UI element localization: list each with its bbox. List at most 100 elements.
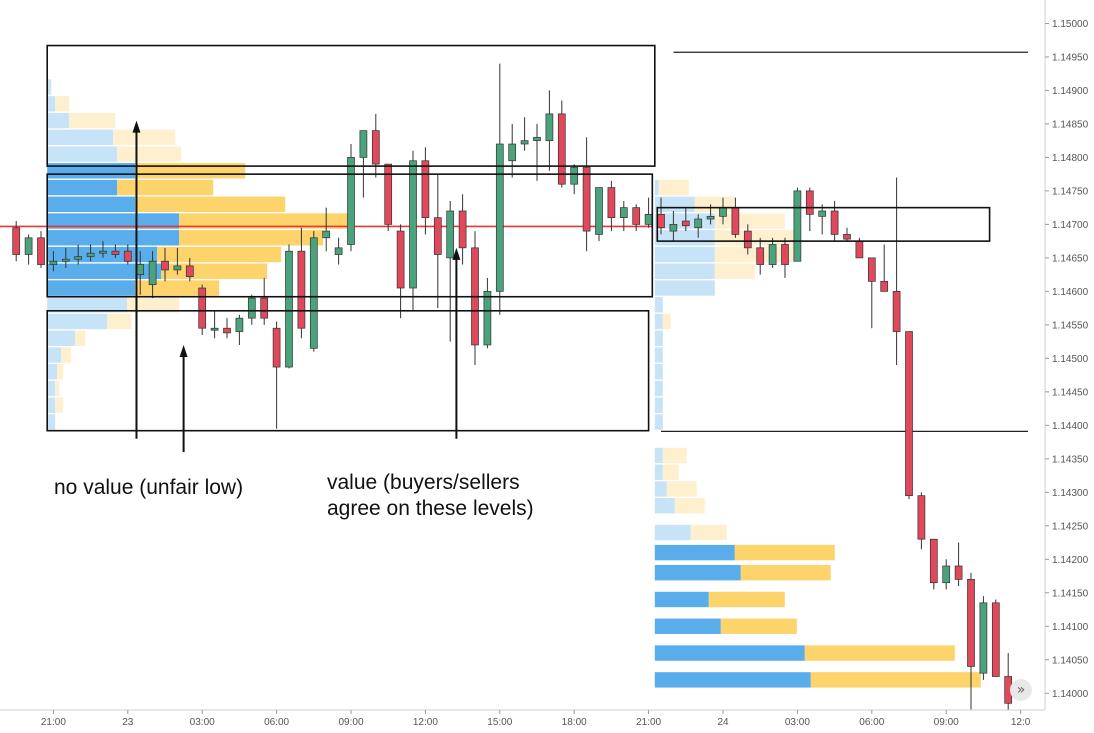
candle-body	[719, 207, 727, 217]
candle-31	[396, 224, 405, 319]
candle-body	[607, 187, 616, 219]
candle-29	[371, 113, 380, 178]
price-tick-label-3: 1.14900	[1052, 86, 1089, 97]
profile-0-buy-bar-18	[47, 380, 56, 397]
profile-1-buy-bar-15	[654, 447, 663, 464]
candle-body	[409, 160, 417, 289]
candle-65	[818, 204, 827, 235]
candle-body	[619, 207, 628, 219]
candle-25	[322, 207, 331, 252]
candle-17	[223, 318, 231, 339]
annotation-value-line1: value (buyers/sellers	[327, 471, 520, 494]
candle-body	[396, 230, 405, 289]
candle-15	[198, 284, 207, 335]
profile-1-sell-bar-5	[714, 263, 755, 279]
profile-0-sell-bar-8	[179, 213, 350, 229]
time-tick-label-7: 18:00	[562, 717, 587, 728]
candle-69	[867, 257, 876, 329]
candle-body	[818, 210, 827, 217]
candle-45	[570, 164, 579, 195]
candle-21	[272, 321, 281, 429]
candle-body	[830, 210, 839, 235]
candle-body	[557, 113, 566, 185]
time-tick-label-12: 09:00	[934, 717, 959, 728]
profile-1-buy-bar-10	[654, 347, 663, 363]
profile-1-sell-bar-3	[714, 230, 795, 246]
candle-body	[99, 250, 107, 254]
candle-43	[545, 90, 554, 171]
profile-1-buy-bar-22	[654, 591, 709, 608]
candle-body	[210, 327, 219, 331]
candle-44	[557, 100, 566, 188]
candle-11	[148, 251, 157, 299]
candle-body	[446, 210, 455, 259]
profile-1-buy-bar-14	[654, 414, 663, 430]
candle-body	[185, 265, 194, 277]
candle-body	[260, 297, 269, 319]
candle-40	[508, 123, 517, 178]
profile-0-sell-bar-4	[117, 146, 182, 162]
horizontal-lines	[661, 51, 1028, 432]
candle-6	[86, 244, 95, 262]
candle-body	[805, 190, 814, 215]
profile-1-sell-bar-19	[690, 524, 727, 541]
candle-80	[1004, 653, 1013, 710]
arrow-1	[179, 344, 188, 453]
candle-body	[24, 237, 33, 255]
range-box-0	[46, 44, 656, 167]
candle-35	[446, 200, 455, 342]
time-tick-label-5: 12:00	[413, 717, 438, 728]
candle-body	[458, 210, 467, 249]
profile-1-sell-bar-0	[658, 179, 689, 196]
arrow-2	[452, 247, 461, 439]
profile-0-sell-bar-16	[61, 347, 72, 363]
profile-0-sell-bar-13	[127, 297, 180, 313]
profile-0-sell-bar-17	[57, 364, 64, 380]
candle-3	[49, 251, 58, 272]
time-tick-label-3: 06:00	[264, 717, 289, 728]
candle-body	[12, 227, 21, 255]
range-box-3	[656, 206, 991, 242]
candle-41	[520, 117, 529, 151]
range-box-1	[46, 173, 654, 298]
profile-1-sell-bar-24	[804, 645, 955, 661]
candle-body	[694, 218, 703, 229]
candle-body	[781, 244, 789, 265]
candles	[12, 63, 1013, 710]
arrow-0	[132, 120, 141, 439]
annotation-no-value: no value (unfair low)	[54, 476, 244, 499]
candle-body	[37, 237, 45, 265]
candle-49	[619, 200, 628, 232]
candle-body	[669, 224, 678, 232]
time-tick-label-1: 23	[122, 717, 134, 728]
candle-74	[929, 538, 938, 590]
time-tick-label-8: 21:00	[636, 717, 661, 728]
candle-body	[223, 327, 231, 334]
candle-body	[991, 602, 1000, 677]
candle-body	[136, 264, 145, 275]
profile-0-sell-bar-7	[135, 196, 286, 212]
candle-body	[74, 256, 83, 260]
candle-14	[185, 257, 194, 282]
candle-body	[731, 207, 740, 235]
candle-76	[954, 542, 963, 587]
range-boxes	[46, 44, 991, 432]
candle-body	[905, 331, 913, 497]
price-tick-label-4: 1.14850	[1052, 119, 1089, 130]
candle-body	[297, 250, 306, 329]
candle-67	[843, 227, 851, 242]
scroll-to-realtime-button[interactable]: »	[1010, 679, 1032, 701]
profile-1-sell-bar-22	[708, 591, 785, 608]
candle-body	[359, 130, 368, 158]
candle-51	[644, 197, 653, 228]
candle-8	[111, 244, 120, 258]
profile-1-sell-bar-23	[720, 618, 797, 634]
candle-19	[247, 294, 256, 325]
profile-0-sell-bar-2	[69, 112, 116, 129]
profile-0-buy-bar-16	[47, 347, 62, 363]
price-tick-label-20: 1.14050	[1052, 655, 1089, 666]
profile-1-buy-bar-19	[654, 524, 691, 541]
candle-50	[632, 204, 641, 232]
candle-39	[495, 63, 504, 315]
